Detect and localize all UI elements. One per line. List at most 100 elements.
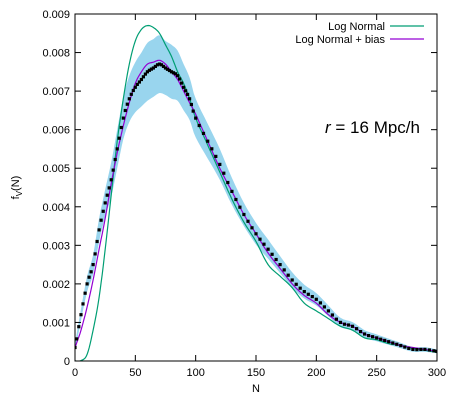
data-point: [157, 62, 162, 66]
data-point: [145, 70, 149, 74]
x-tick-label: 0: [72, 367, 78, 379]
data-point: [258, 237, 262, 241]
data-point: [222, 171, 226, 175]
y-tick-label: 0.004: [42, 202, 70, 214]
data-point: [87, 275, 91, 279]
data-point: [302, 290, 306, 294]
data-point: [93, 252, 97, 256]
y-tick-label: 0.003: [42, 240, 70, 252]
data-point: [411, 347, 415, 351]
data-point: [415, 348, 419, 352]
data-point: [419, 347, 423, 351]
data-point: [375, 336, 379, 340]
y-axis-label: fV(N): [10, 176, 24, 200]
x-tick-label: 150: [247, 367, 265, 379]
data-point: [180, 81, 184, 85]
data-point: [310, 295, 314, 299]
data-point: [137, 80, 141, 84]
data-point: [133, 85, 137, 89]
data-point: [395, 342, 399, 346]
data-point: [359, 330, 363, 334]
data-point: [129, 92, 133, 96]
data-point: [403, 345, 407, 349]
x-tick-label: 50: [129, 367, 141, 379]
x-axis-label: N: [252, 383, 260, 395]
data-point: [294, 282, 298, 286]
y-axis-label-suffix: (N): [10, 176, 22, 191]
data-point: [189, 102, 193, 107]
data-point: [151, 66, 155, 70]
data-point: [91, 263, 95, 267]
y-tick-label: 0.001: [42, 317, 70, 329]
data-point: [141, 75, 145, 79]
y-tick-label: 0.005: [42, 163, 70, 175]
data-point: [119, 125, 123, 130]
data-point: [153, 64, 157, 68]
data-point: [139, 77, 143, 82]
y-axis-label-main: f: [10, 195, 22, 199]
y-tick-label: 0.007: [42, 86, 70, 98]
y-tick-label: 0.006: [42, 125, 70, 137]
data-point: [89, 270, 93, 274]
data-points-layer: [75, 62, 437, 353]
data-point: [165, 67, 170, 71]
y-axis-label-subscript: V: [15, 190, 24, 196]
x-tick-label: 100: [186, 367, 204, 379]
data-point: [286, 273, 290, 277]
data-point: [117, 136, 121, 140]
data-point: [197, 123, 201, 128]
data-point: [161, 64, 166, 68]
data-point: [306, 292, 310, 296]
y-tick-label: 0.008: [42, 48, 70, 60]
data-point: [79, 313, 83, 317]
data-point: [282, 268, 286, 272]
data-point: [131, 88, 135, 93]
data-point: [432, 349, 436, 353]
data-point: [342, 322, 347, 326]
data-point: [371, 335, 375, 339]
axis-labels-layer: 0 50 100 150 200 250 300 0 0.001 0.002 0.003 0.004 0…: [10, 9, 446, 395]
x-tick-label: 300: [428, 367, 446, 379]
data-point: [214, 154, 218, 158]
x-tick-label: 250: [367, 367, 385, 379]
data-point: [174, 72, 178, 76]
data-point: [407, 346, 411, 350]
data-point: [123, 108, 127, 113]
data-point: [318, 301, 322, 305]
data-point: [278, 263, 282, 267]
data-point: [95, 239, 99, 244]
data-point: [226, 180, 230, 185]
data-point: [266, 247, 270, 251]
data-point: [206, 139, 210, 143]
data-point: [169, 70, 174, 74]
data-point: [254, 232, 258, 236]
data-point: [326, 309, 330, 313]
data-point: [188, 97, 192, 101]
data-point: [383, 338, 387, 342]
data-point: [355, 327, 359, 331]
data-point: [103, 201, 107, 205]
data-point: [125, 102, 129, 106]
data-point: [135, 82, 139, 86]
data-point: [127, 97, 131, 101]
data-point: [201, 131, 206, 135]
y-tick-label: 0.009: [42, 9, 70, 21]
data-point: [155, 63, 160, 67]
data-point: [85, 282, 89, 286]
data-point: [363, 332, 367, 336]
data-point: [75, 337, 79, 341]
y-tick-label: 0.002: [42, 279, 70, 291]
data-point: [191, 109, 195, 113]
data-point: [338, 320, 343, 324]
data-point: [346, 323, 351, 327]
radius-annotation-value: = 16 Mpc/h: [331, 118, 420, 137]
data-point: [184, 89, 188, 93]
data-point: [176, 74, 180, 78]
data-point: [230, 189, 234, 193]
data-point: [274, 257, 278, 262]
data-point: [435, 349, 437, 353]
data-point: [194, 116, 198, 120]
data-point: [143, 72, 147, 76]
radius-annotation-symbol: r: [325, 118, 332, 137]
data-point: [186, 92, 190, 96]
